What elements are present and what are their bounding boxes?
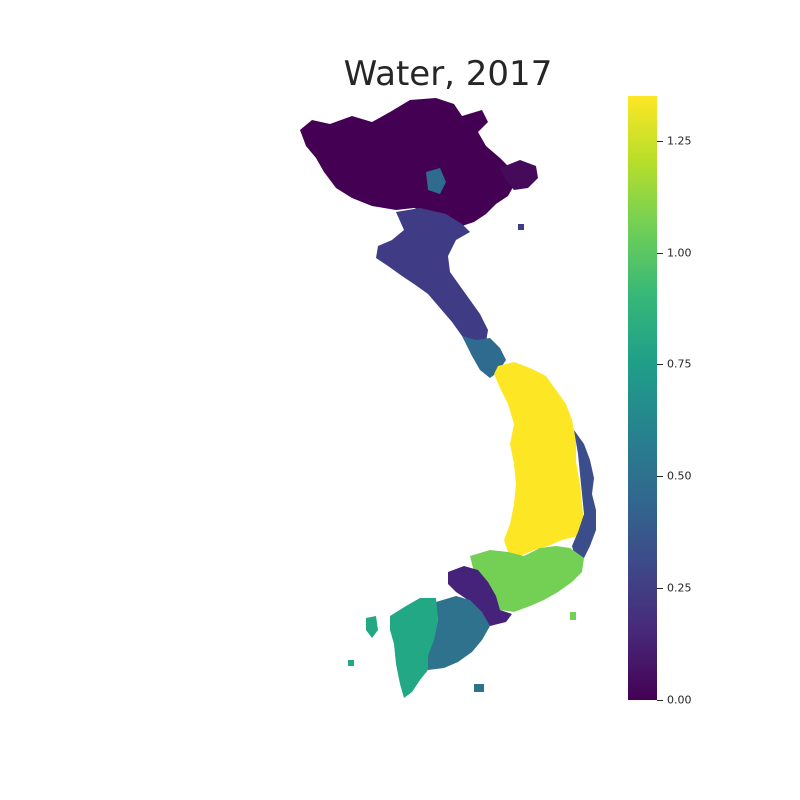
colorbar-tick-mark: [657, 364, 663, 366]
region-red-river-patch: [426, 168, 446, 194]
island-small-3: [570, 612, 576, 620]
region-hcmc-area: [448, 566, 512, 626]
island-small-1: [348, 660, 354, 666]
region-southeast: [470, 546, 584, 612]
colorbar-tick-label: 0.50: [667, 469, 692, 483]
colorbar-tick-label: 0.25: [667, 581, 692, 595]
colorbar-tick-mark: [657, 252, 663, 254]
choropleth-map: [300, 98, 596, 698]
colorbar-tick-mark: [657, 140, 663, 142]
colorbar-tick-label: 1.00: [667, 246, 692, 260]
colorbar-tick-label: 1.25: [667, 134, 692, 148]
colorbar-tick-label: 0.00: [667, 693, 692, 707]
region-south-central-coast: [572, 430, 596, 560]
colorbar: [628, 96, 657, 700]
colorbar-tick-label: 0.75: [667, 357, 692, 371]
region-northwest: [300, 98, 516, 226]
map-title: Water, 2017: [343, 54, 553, 94]
region-mekong-east: [428, 596, 490, 670]
region-phu-quoc: [366, 616, 378, 638]
colorbar-tick-mark: [657, 700, 663, 701]
island-small-2: [474, 684, 484, 692]
region-central-highlands: [494, 362, 584, 556]
island-small-4: [518, 224, 524, 230]
region-central-coast-strip: [462, 336, 506, 378]
colorbar-tick-mark: [657, 588, 663, 590]
region-northeast-coast: [500, 160, 538, 190]
colorbar-tick-mark: [657, 476, 663, 478]
region-mekong-west: [390, 598, 438, 698]
region-north-central-coast: [376, 208, 488, 346]
